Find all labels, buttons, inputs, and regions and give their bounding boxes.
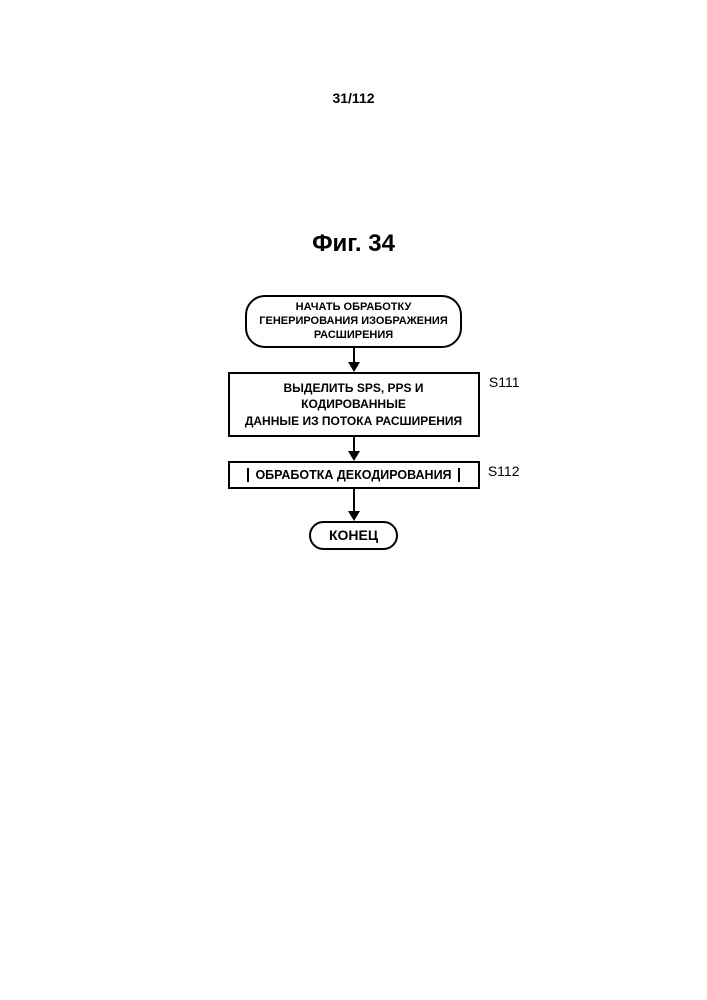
- flow-step-s111: ВЫДЕЛИТЬ SPS, PPS И КОДИРОВАННЫЕДАННЫЕ И…: [228, 372, 480, 437]
- flow-end-node: КОНЕЦ: [309, 521, 398, 551]
- page-number: 31/112: [0, 90, 707, 106]
- page: 31/112 Фиг. 34 НАЧАТЬ ОБРАБОТКУГЕНЕРИРОВ…: [0, 0, 707, 1000]
- flow-step-label: S111: [489, 374, 520, 390]
- flow-step-text: ОБРАБОТКА ДЕКОДИРОВАНИЯ: [247, 468, 459, 482]
- flow-end-text: КОНЕЦ: [329, 527, 378, 543]
- flow-step-label: S112: [488, 463, 520, 479]
- flowchart: НАЧАТЬ ОБРАБОТКУГЕНЕРИРОВАНИЯ ИЗОБРАЖЕНИ…: [0, 295, 707, 550]
- flow-start-text: НАЧАТЬ ОБРАБОТКУГЕНЕРИРОВАНИЯ ИЗОБРАЖЕНИ…: [259, 301, 447, 341]
- flow-step-text: ВЫДЕЛИТЬ SPS, PPS И КОДИРОВАННЫЕДАННЫЕ И…: [245, 381, 462, 427]
- flow-arrow: [348, 348, 360, 372]
- flow-arrow: [348, 489, 360, 521]
- flow-arrow: [348, 437, 360, 461]
- flow-start-node: НАЧАТЬ ОБРАБОТКУГЕНЕРИРОВАНИЯ ИЗОБРАЖЕНИ…: [245, 295, 461, 348]
- flow-step-s112: ОБРАБОТКА ДЕКОДИРОВАНИЯ: [228, 461, 480, 489]
- figure-title: Фиг. 34: [0, 230, 707, 258]
